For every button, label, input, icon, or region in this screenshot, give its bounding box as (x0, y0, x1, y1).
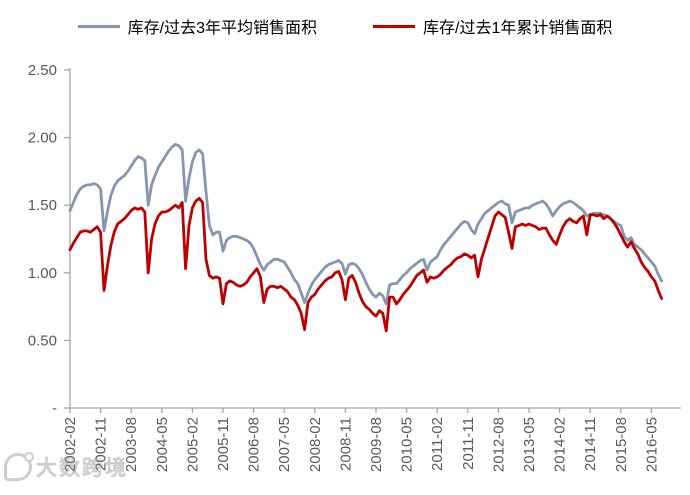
legend: 库存/过去3年平均销售面积 库存/过去1年累计销售面积 (0, 14, 690, 38)
x-tick-label: 2004-05 (154, 417, 171, 472)
x-tick-label: 2003-08 (123, 417, 140, 472)
x-tick-label: 2014-11 (582, 417, 599, 471)
legend-label-3yr-avg: 库存/过去3年平均销售面积 (127, 20, 317, 37)
x-tick-label: 2009-08 (368, 417, 385, 472)
y-tick-label: 1.00 (28, 265, 57, 282)
line-swatch-red-icon (373, 24, 415, 28)
x-tick-label: 2002-11 (93, 417, 110, 471)
y-tick-label: 1.50 (28, 197, 57, 214)
legend-item-1yr-cum: 库存/过去1年累计销售面积 (373, 14, 612, 38)
x-tick-label: 2008-02 (307, 417, 324, 472)
line-swatch-blue-icon (77, 24, 120, 28)
series-line-1yr-cum (68, 196, 663, 333)
x-tick-label: 2014-02 (552, 417, 569, 472)
x-tick-label: 2012-08 (490, 417, 507, 472)
legend-item-3yr-avg: 库存/过去3年平均销售面积 (77, 14, 317, 38)
y-tick-label: 0.50 (28, 332, 57, 349)
x-tick-label: 2007-05 (276, 417, 293, 472)
x-tick-label: 2008-11 (337, 417, 354, 471)
legend-label-1yr-cum: 库存/过去1年累计销售面积 (423, 20, 613, 37)
series-line-3yr-avg (68, 142, 663, 306)
x-tick-label: 2010-05 (399, 417, 416, 472)
y-tick-label: 2.50 (28, 62, 57, 79)
x-tick-label: 2011-11 (460, 417, 477, 470)
x-tick-label: 2013-05 (521, 417, 538, 472)
x-tick-label: 2011-02 (429, 417, 446, 471)
x-tick-label: 2015-08 (613, 417, 630, 472)
x-tick-label: 2006-08 (246, 417, 263, 472)
x-tick-label: 2005-11 (215, 417, 232, 471)
x-tick-label: 2016-05 (643, 417, 660, 472)
x-tick-label: 2002-02 (62, 417, 79, 472)
y-tick-label: - (52, 400, 57, 417)
x-tick-label: 2005-02 (184, 417, 201, 472)
y-tick-label: 2.00 (28, 130, 57, 147)
